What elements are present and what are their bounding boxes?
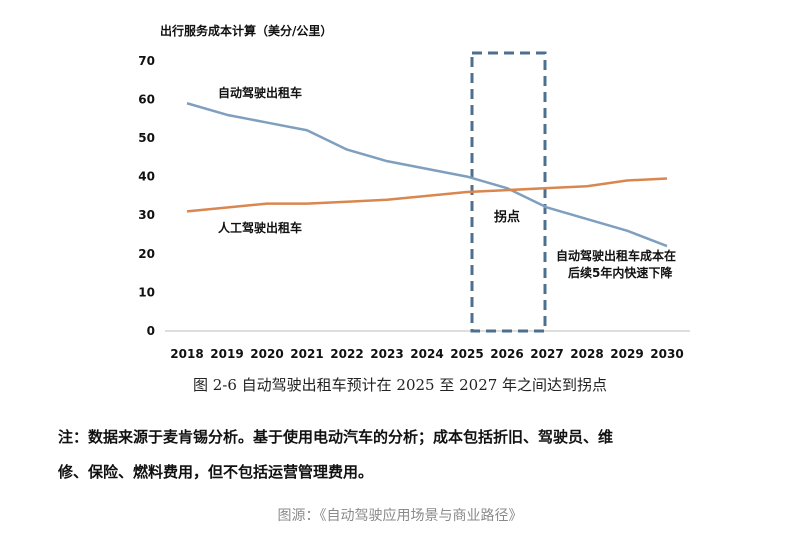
figure-caption: 图 2-6 自动驾驶出租车预计在 2025 至 2027 年之间达到拐点 <box>192 376 608 394</box>
y-tick-20: 20 <box>138 247 155 261</box>
series-label-autonomous: 自动驾驶出租车 <box>218 85 302 100</box>
decline-annotation-line-1: 自动驾驶出租车成本在 <box>556 248 676 263</box>
inflection-label: 拐点 <box>494 209 520 225</box>
series-lines <box>186 102 668 248</box>
decline-annotation-line-2: 后续5年内快速下降 <box>568 265 673 280</box>
x-tick-2021: 2021 <box>290 347 323 361</box>
x-tick-2024: 2024 <box>410 347 443 361</box>
y-tick-60: 60 <box>138 92 155 106</box>
data-note: 注：数据来源于麦肯锡分析。基于使用电动汽车的分析；成本包括折旧、驾驶员、维 修、… <box>58 420 758 490</box>
x-tick-2022: 2022 <box>330 347 363 361</box>
x-tick-2028: 2028 <box>570 347 603 361</box>
series-label-human: 人工驾驶出租车 <box>218 220 302 235</box>
series-line-human <box>186 177 668 213</box>
y-tick-0: 0 <box>147 324 155 338</box>
y-tick-50: 50 <box>138 131 155 145</box>
note-line-1: 注：数据来源于麦肯锡分析。基于使用电动汽车的分析；成本包括折旧、驾驶员、维 <box>58 428 614 446</box>
x-tick-2019: 2019 <box>210 347 243 361</box>
x-tick-2025: 2025 <box>450 347 483 361</box>
image-source: 图源：《自动驾驶应用场景与商业路径》 <box>277 508 523 524</box>
y-tick-labels: 0 10 20 30 40 50 60 70 <box>138 54 155 338</box>
y-axis-title: 出行服务成本计算（美分/公里） <box>160 24 333 38</box>
series-line-autonomous <box>186 102 668 248</box>
y-tick-40: 40 <box>138 170 155 184</box>
y-tick-30: 30 <box>138 208 155 222</box>
x-tick-2026: 2026 <box>490 347 523 361</box>
x-tick-2023: 2023 <box>370 347 403 361</box>
x-tick-2030: 2030 <box>650 347 683 361</box>
x-tick-2029: 2029 <box>610 347 643 361</box>
note-line-2: 修、保险、燃料费用，但不包括运营管理费用。 <box>58 463 374 481</box>
x-tick-2027: 2027 <box>530 347 563 361</box>
y-tick-10: 10 <box>138 285 155 299</box>
x-tick-2020: 2020 <box>250 347 283 361</box>
x-tick-labels: 2018 2019 2020 2021 2022 2023 2024 2025 2026 2027… <box>170 347 683 361</box>
y-tick-70: 70 <box>138 54 155 68</box>
x-tick-2018: 2018 <box>170 347 203 361</box>
